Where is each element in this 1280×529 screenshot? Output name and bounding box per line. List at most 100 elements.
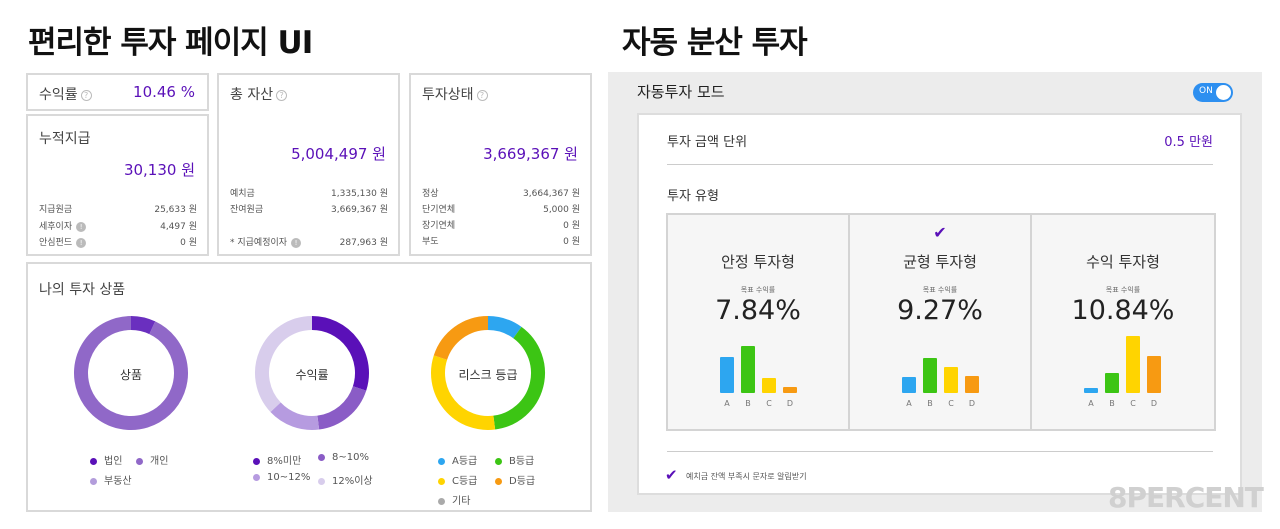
products-title: 나의 투자 상품 — [39, 282, 126, 298]
legend-dot — [253, 473, 260, 481]
legend-dot — [318, 453, 325, 461]
mini-bar-label: C — [766, 399, 772, 408]
donut-segment — [431, 355, 496, 430]
status-value: 3,669,367 원 — [483, 145, 578, 163]
legend-dot — [438, 477, 445, 485]
donut-segment — [311, 316, 369, 391]
left-section-title: 편리한 투자 페이지 UI — [28, 25, 313, 61]
mini-bar-label: B — [745, 399, 751, 408]
check-icon: ✔ — [933, 223, 947, 242]
legend-dot — [318, 477, 325, 485]
legend-item: 8~10% — [318, 452, 369, 463]
legend-dot — [495, 457, 502, 465]
legend-item: C등급 — [438, 472, 477, 487]
info-icon[interactable]: ! — [76, 221, 87, 232]
legend-dot — [438, 497, 445, 505]
donut-segment — [493, 326, 545, 430]
legend-item: D등급 — [495, 472, 535, 487]
status-row: 부도 0 원 — [422, 237, 580, 247]
legend-item: 8%미만 — [253, 452, 301, 467]
type-card-balanced[interactable]: ✔ 균형 투자형 목표 수익률 9.27% A B C D — [848, 213, 1032, 431]
assets-value: 5,004,497 원 — [291, 145, 386, 163]
mini-bar-label: B — [1109, 399, 1115, 408]
assets-row: 예치금 1,335,130 원 — [230, 189, 388, 199]
legend-item: B등급 — [495, 452, 534, 467]
help-icon[interactable]: ? — [80, 89, 92, 101]
watermark-logo: 8PERCENT — [1108, 481, 1264, 514]
assets-label: 총 자산? — [230, 84, 288, 104]
mini-bar-chart: A B C D — [1084, 336, 1164, 408]
status-card: 투자상태? 3,669,367 원 정상 3,664,367 원 단기연체 5,00… — [409, 73, 592, 256]
type-name: 수익 투자형 — [1086, 253, 1160, 271]
sms-alert-label: 예치금 잔액 부족시 문자로 알림받기 — [686, 472, 807, 481]
mini-bar-chart: A B C D — [902, 345, 982, 408]
donut-segment — [74, 316, 188, 430]
auto-mode-toggle[interactable]: ON — [1193, 83, 1233, 102]
assets-row: 잔여원금 3,669,367 원 — [230, 205, 388, 215]
products-donuts — [74, 316, 545, 430]
mini-bar — [720, 357, 734, 393]
mini-bar — [965, 376, 979, 393]
mini-bar-label: C — [1130, 399, 1136, 408]
type-card-profit[interactable]: 수익 투자형 목표 수익률 10.84% A B C D — [1030, 213, 1216, 431]
legend-item: 기타 — [438, 492, 470, 507]
type-sub-label: 목표 수익률 — [922, 286, 958, 294]
mini-bar — [1126, 336, 1140, 393]
accum-label: 누적지급 — [39, 131, 91, 147]
donut-center-label: 상품 — [119, 368, 143, 382]
type-label: 투자 유형 — [667, 189, 719, 204]
accum-row: 안심펀드! 0 원 — [39, 237, 197, 248]
donut-segment — [317, 385, 367, 430]
right-section-title: 자동 분산 투자 — [622, 25, 808, 61]
donut-segment — [433, 316, 489, 361]
legend-dot — [90, 457, 97, 465]
accum-card: 누적지급 30,130 원 지급원금 25,633 원 세후이자! 4,497 원 … — [26, 114, 209, 256]
status-row: 정상 3,664,367 원 — [422, 189, 580, 199]
info-icon[interactable]: ! — [76, 237, 87, 248]
mini-bar-label: A — [906, 399, 912, 408]
divider — [667, 164, 1213, 165]
donut-center-label: 수익률 — [295, 368, 329, 382]
status-row: 장기연체 0 원 — [422, 221, 580, 231]
type-pct: 10.84% — [1071, 295, 1175, 326]
checkbox-check-icon[interactable]: ✔ — [665, 466, 678, 484]
mini-bar — [1084, 388, 1098, 393]
mini-bar-label: C — [948, 399, 954, 408]
mini-bar-label: D — [1150, 399, 1158, 408]
unit-value[interactable]: 0.5 만원 — [1164, 135, 1213, 150]
mini-bar-label: B — [927, 399, 933, 408]
status-label: 투자상태? — [422, 84, 488, 104]
donut-segment — [130, 316, 156, 335]
accum-row: 지급원금 25,633 원 — [39, 205, 197, 215]
mini-bar — [1105, 373, 1119, 393]
assets-row: * 지급예정이자! 287,963 원 — [230, 237, 388, 248]
legend-dot — [253, 457, 260, 465]
type-sub-label: 목표 수익률 — [1105, 286, 1141, 294]
mini-bar-chart: A B C D — [720, 345, 800, 408]
legend-dot — [438, 457, 445, 465]
type-card-stable[interactable]: 안정 투자형 목표 수익률 7.84% A B C D — [666, 213, 850, 431]
assets-card: 총 자산? 5,004,497 원 예치금 1,335,130 원 잔여원금 3,6… — [217, 73, 400, 256]
mini-bar-label: A — [1088, 399, 1094, 408]
products-card: 나의 투자 상품 상품 수익률 리스크 등급 법인 개인 부동산 8%미만 8~… — [26, 262, 592, 512]
legend-item: 12%이상 — [318, 472, 373, 487]
help-icon[interactable]: ? — [476, 89, 488, 101]
type-pct: 7.84% — [715, 295, 801, 326]
info-icon[interactable]: ! — [291, 237, 302, 248]
legend-item: 법인 — [90, 452, 122, 467]
donut-segment — [270, 402, 320, 430]
legend-item: 10~12% — [253, 472, 310, 483]
mini-bar-label: D — [968, 399, 976, 408]
help-icon[interactable]: ? — [276, 89, 288, 101]
type-name: 안정 투자형 — [721, 253, 795, 271]
legend-dot — [495, 477, 502, 485]
accum-value: 30,130 원 — [123, 161, 195, 179]
mini-bar — [923, 358, 937, 393]
unit-label: 투자 금액 단위 — [667, 135, 748, 150]
mini-bar — [902, 377, 916, 393]
toggle-knob — [1216, 85, 1231, 100]
donut-segment — [255, 316, 313, 413]
mini-bar — [944, 367, 958, 393]
accum-row: 세후이자! 4,497 원 — [39, 221, 197, 232]
legend-dot — [90, 477, 97, 485]
